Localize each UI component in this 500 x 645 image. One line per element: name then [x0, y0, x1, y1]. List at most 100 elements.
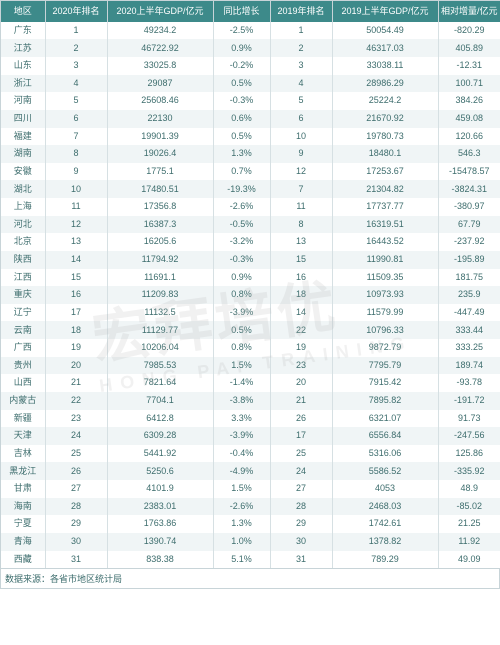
table-cell: 333.25 — [438, 339, 500, 357]
table-cell: 22130 — [107, 110, 213, 128]
table-cell: 江苏 — [1, 39, 45, 57]
table-cell: -2.5% — [213, 22, 270, 40]
table-cell: 23 — [270, 357, 332, 375]
table-row: 北京1316205.6-3.2%1316443.52-237.92 — [1, 233, 500, 251]
table-cell: 17253.67 — [332, 163, 438, 181]
table-cell: 19 — [45, 339, 107, 357]
table-cell: -3.8% — [213, 392, 270, 410]
column-header: 同比增长 — [213, 1, 270, 22]
table-cell: 宁夏 — [1, 515, 45, 533]
table-cell: 4101.9 — [107, 480, 213, 498]
table-cell: -247.56 — [438, 427, 500, 445]
table-cell: -0.2% — [213, 57, 270, 75]
table-cell: 16 — [45, 286, 107, 304]
table-row: 天津246309.28-3.9%176556.84-247.56 — [1, 427, 500, 445]
table-cell: -19.3% — [213, 180, 270, 198]
table-cell: 0.8% — [213, 339, 270, 357]
table-cell: 17 — [270, 427, 332, 445]
table-cell: -93.78 — [438, 374, 500, 392]
table-cell: 49234.2 — [107, 22, 213, 40]
table-cell: 广东 — [1, 22, 45, 40]
table-cell: -380.97 — [438, 198, 500, 216]
column-header: 2020上半年GDP/亿元 — [107, 1, 213, 22]
table-cell: 13 — [45, 233, 107, 251]
table-cell: 海南 — [1, 498, 45, 516]
column-header: 2019年排名 — [270, 1, 332, 22]
table-cell: 8 — [270, 216, 332, 234]
table-cell: -191.72 — [438, 392, 500, 410]
table-cell: 11794.92 — [107, 251, 213, 269]
table-cell: 21670.92 — [332, 110, 438, 128]
table-cell: 21 — [270, 392, 332, 410]
table-cell: 25 — [270, 445, 332, 463]
table-cell: -447.49 — [438, 304, 500, 322]
table-row: 广西1910206.040.8%199872.79333.25 — [1, 339, 500, 357]
table-cell: 21 — [45, 374, 107, 392]
table-cell: 25 — [45, 445, 107, 463]
column-header: 2019上半年GDP/亿元 — [332, 1, 438, 22]
table-cell: 6 — [45, 110, 107, 128]
table-cell: 1763.86 — [107, 515, 213, 533]
table-cell: 2 — [270, 39, 332, 57]
table-cell: -85.02 — [438, 498, 500, 516]
table-cell: 100.71 — [438, 75, 500, 93]
table-cell: 0.5% — [213, 321, 270, 339]
table-cell: -3.2% — [213, 233, 270, 251]
table-cell: 1390.74 — [107, 533, 213, 551]
table-cell: 25608.46 — [107, 92, 213, 110]
table-cell: 18 — [270, 286, 332, 304]
table-cell: -0.4% — [213, 445, 270, 463]
table-cell: 2468.03 — [332, 498, 438, 516]
table-cell: 46317.03 — [332, 39, 438, 57]
table-cell: 1.3% — [213, 145, 270, 163]
table-cell: 0.5% — [213, 75, 270, 93]
table-cell: 17356.8 — [107, 198, 213, 216]
table-cell: 91.73 — [438, 410, 500, 428]
table-cell: 7821.64 — [107, 374, 213, 392]
table-cell: 30 — [45, 533, 107, 551]
table-cell: -237.92 — [438, 233, 500, 251]
table-cell: 10 — [270, 128, 332, 146]
table-row: 西藏31838.385.1%31789.2949.09 — [1, 551, 500, 569]
table-cell: 33038.11 — [332, 57, 438, 75]
table-cell: 24 — [45, 427, 107, 445]
table-row: 广东149234.2-2.5%150054.49-820.29 — [1, 22, 500, 40]
table-cell: 26 — [45, 462, 107, 480]
table-cell: 18 — [45, 321, 107, 339]
table-cell: 7985.53 — [107, 357, 213, 375]
table-cell: -12.31 — [438, 57, 500, 75]
table-row: 重庆1611209.830.8%1810973.93235.9 — [1, 286, 500, 304]
table-cell: 2 — [45, 39, 107, 57]
table-cell: 26 — [270, 410, 332, 428]
table-cell: 181.75 — [438, 269, 500, 287]
table-cell: 27 — [270, 480, 332, 498]
table-cell: 8 — [45, 145, 107, 163]
table-cell: 20 — [45, 357, 107, 375]
table-cell: 19780.73 — [332, 128, 438, 146]
table-row: 陕西1411794.92-0.3%1511990.81-195.89 — [1, 251, 500, 269]
table-cell: 广西 — [1, 339, 45, 357]
table-cell: 19026.4 — [107, 145, 213, 163]
table-row: 安徽91775.10.7%1217253.67-15478.57 — [1, 163, 500, 181]
table-cell: 7 — [270, 180, 332, 198]
table-cell: 31 — [270, 551, 332, 569]
table-cell: 5 — [270, 92, 332, 110]
table-cell: 5316.06 — [332, 445, 438, 463]
table-cell: -3.9% — [213, 304, 270, 322]
table-row: 江苏246722.920.9%246317.03405.89 — [1, 39, 500, 57]
table-cell: 1.5% — [213, 480, 270, 498]
table-cell: 云南 — [1, 321, 45, 339]
table-cell: 山西 — [1, 374, 45, 392]
table-cell: 17 — [45, 304, 107, 322]
table-cell: 11579.99 — [332, 304, 438, 322]
table-cell: 28 — [270, 498, 332, 516]
table-cell: 11129.77 — [107, 321, 213, 339]
table-row: 辽宁1711132.5-3.9%1411579.99-447.49 — [1, 304, 500, 322]
table-cell: 11132.5 — [107, 304, 213, 322]
table-cell: 14 — [45, 251, 107, 269]
table-cell: 1.0% — [213, 533, 270, 551]
table-cell: 333.44 — [438, 321, 500, 339]
table-cell: 青海 — [1, 533, 45, 551]
table-cell: 11209.83 — [107, 286, 213, 304]
table-cell: -4.9% — [213, 462, 270, 480]
